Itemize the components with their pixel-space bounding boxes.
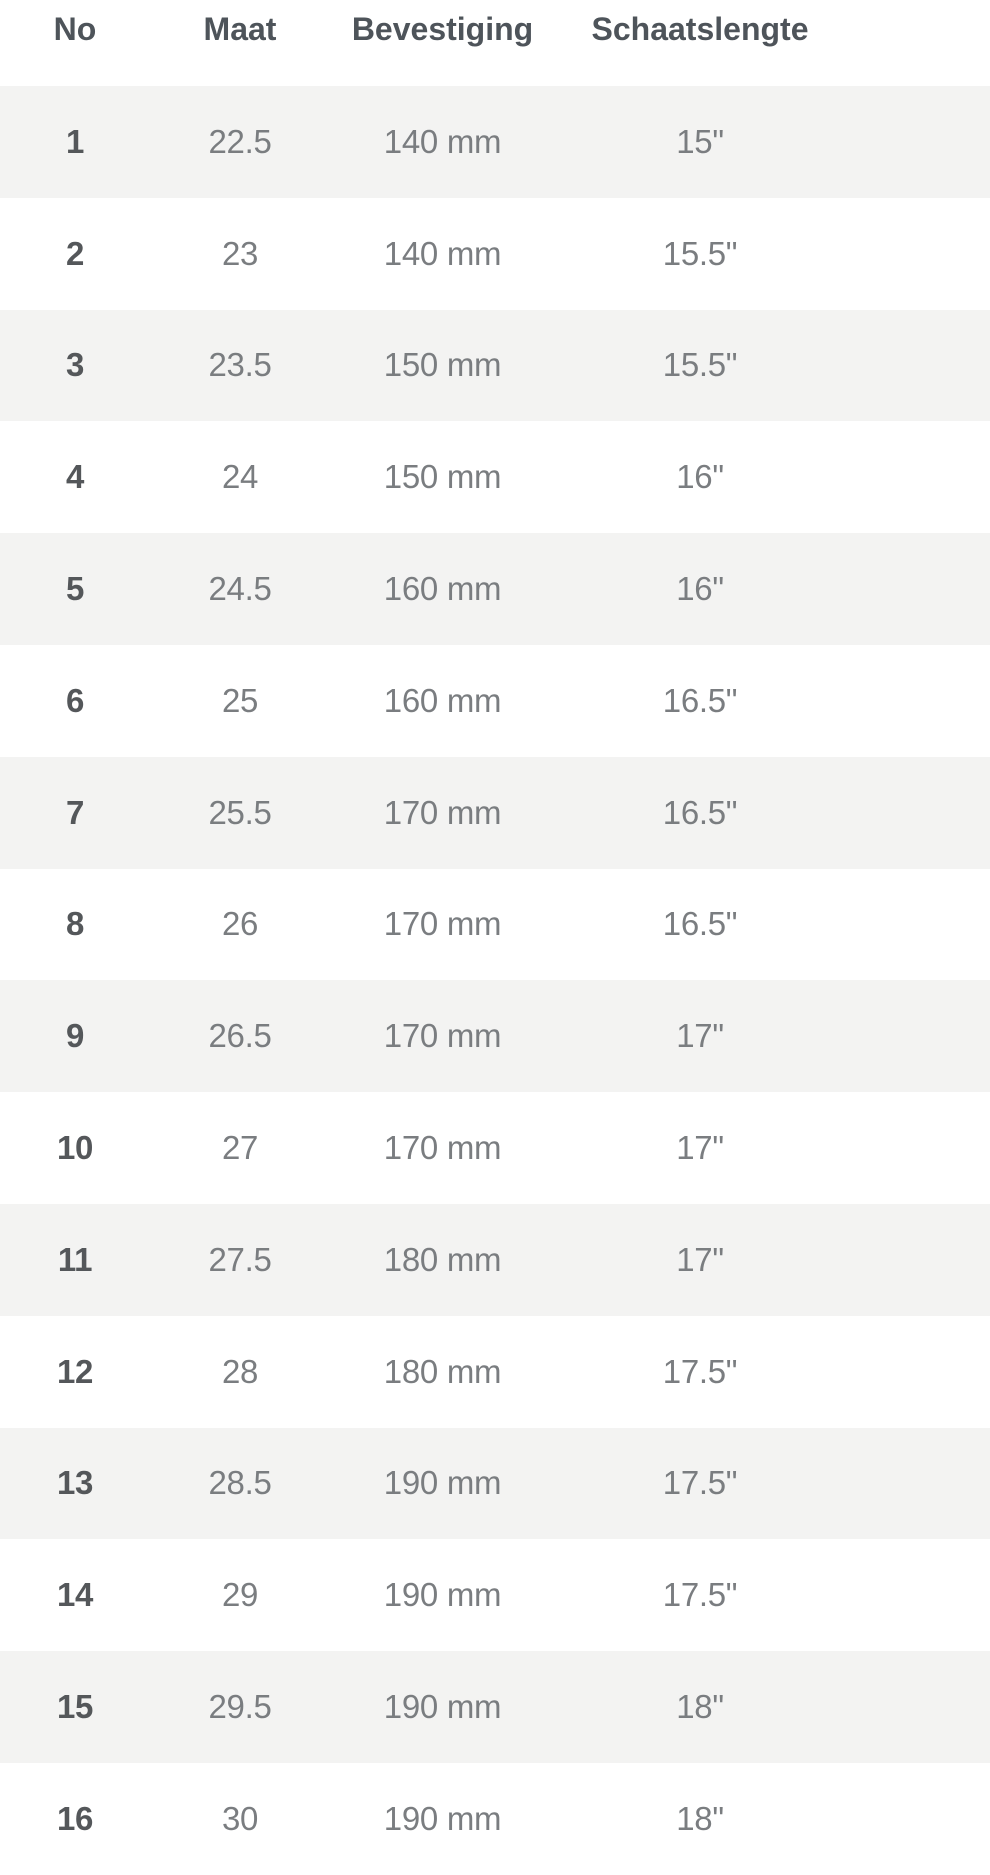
table-row: 2 23 140 mm 15.5" <box>0 197 990 310</box>
cell-no: 7 <box>65 793 85 831</box>
cell-bevestiging: 180 mm <box>383 1240 502 1278</box>
table-body: 1 22.5 140 mm 15" 2 23 140 mm 15.5" 3 23… <box>0 86 990 1875</box>
cell-bevestiging: 160 mm <box>383 570 502 608</box>
cell-bevestiging: 170 mm <box>383 1017 502 1055</box>
table-row: 10 27 170 mm 17" <box>0 1092 990 1204</box>
cell-schaatslengte: 15.5" <box>662 234 738 272</box>
cell-no: 6 <box>65 681 85 719</box>
cell-bevestiging: 150 mm <box>383 346 502 384</box>
column-header-bevestiging: Bevestiging <box>351 11 534 47</box>
cell-maat: 23.5 <box>208 346 272 384</box>
cell-bevestiging: 150 mm <box>383 458 502 496</box>
cell-no: 12 <box>56 1352 94 1390</box>
cell-schaatslengte: 17.5" <box>662 1576 738 1614</box>
cell-schaatslengte: 16.5" <box>662 681 738 719</box>
cell-no: 9 <box>65 1017 85 1055</box>
cell-no: 10 <box>56 1129 94 1167</box>
table-row: 16 30 190 mm 18" <box>0 1762 990 1875</box>
cell-bevestiging: 190 mm <box>383 1688 502 1726</box>
cell-schaatslengte: 17" <box>676 1129 724 1167</box>
cell-no: 5 <box>65 570 85 608</box>
cell-maat: 30 <box>221 1799 259 1837</box>
cell-no: 1 <box>65 122 85 160</box>
cell-schaatslengte: 16" <box>676 458 724 496</box>
cell-maat: 28.5 <box>208 1464 272 1502</box>
cell-no: 2 <box>65 234 85 272</box>
cell-no: 8 <box>65 905 85 943</box>
table-row: 5 24.5 160 mm 16" <box>0 533 990 645</box>
cell-bevestiging: 170 mm <box>383 905 502 943</box>
cell-schaatslengte: 17" <box>676 1017 724 1055</box>
cell-schaatslengte: 17.5" <box>662 1352 738 1390</box>
cell-maat: 22.5 <box>208 122 272 160</box>
table-row: 8 26 170 mm 16.5" <box>0 868 990 981</box>
cell-no: 3 <box>65 346 85 384</box>
cell-no: 16 <box>56 1799 94 1837</box>
cell-maat: 27.5 <box>208 1240 272 1278</box>
cell-maat: 28 <box>221 1352 259 1390</box>
table-row: 6 25 160 mm 16.5" <box>0 644 990 757</box>
cell-schaatslengte: 18" <box>676 1799 724 1837</box>
cell-no: 4 <box>65 458 85 496</box>
table-row: 14 29 190 mm 17.5" <box>0 1539 990 1652</box>
cell-bevestiging: 180 mm <box>383 1352 502 1390</box>
cell-maat: 24.5 <box>208 570 272 608</box>
cell-bevestiging: 190 mm <box>383 1799 502 1837</box>
cell-schaatslengte: 16.5" <box>662 793 738 831</box>
cell-schaatslengte: 17" <box>676 1240 724 1278</box>
table-row: 9 26.5 170 mm 17" <box>0 980 990 1093</box>
table-row: 12 28 180 mm 17.5" <box>0 1315 990 1428</box>
table-row: 4 24 150 mm 16" <box>0 421 990 534</box>
table-row: 13 28.5 190 mm 17.5" <box>0 1427 990 1540</box>
cell-bevestiging: 140 mm <box>383 122 502 160</box>
cell-maat: 25 <box>221 681 259 719</box>
cell-maat: 25.5 <box>208 793 272 831</box>
column-header-no: No <box>53 11 97 47</box>
cell-maat: 24 <box>221 458 259 496</box>
cell-maat: 29.5 <box>208 1688 272 1726</box>
cell-bevestiging: 190 mm <box>383 1576 502 1614</box>
table-header-row: No Maat Bevestiging Schaatslengte <box>0 0 990 86</box>
cell-maat: 26.5 <box>208 1017 272 1055</box>
cell-maat: 26 <box>221 905 259 943</box>
cell-no: 14 <box>56 1576 94 1614</box>
cell-no: 15 <box>56 1688 94 1726</box>
table-row: 15 29.5 190 mm 18" <box>0 1651 990 1763</box>
cell-maat: 23 <box>221 234 259 272</box>
column-header-maat: Maat <box>203 11 277 47</box>
cell-schaatslengte: 16.5" <box>662 905 738 943</box>
cell-bevestiging: 160 mm <box>383 681 502 719</box>
cell-bevestiging: 170 mm <box>383 1129 502 1167</box>
table-row: 7 25.5 170 mm 16.5" <box>0 756 990 869</box>
cell-bevestiging: 140 mm <box>383 234 502 272</box>
cell-maat: 27 <box>221 1129 259 1167</box>
table-row: 3 23.5 150 mm 15.5" <box>0 309 990 422</box>
cell-no: 13 <box>56 1464 94 1502</box>
cell-bevestiging: 190 mm <box>383 1464 502 1502</box>
table-row: 1 22.5 140 mm 15" <box>0 86 990 198</box>
column-header-schaatslengte: Schaatslengte <box>591 11 809 47</box>
cell-schaatslengte: 15.5" <box>662 346 738 384</box>
cell-schaatslengte: 18" <box>676 1688 724 1726</box>
cell-no: 11 <box>57 1240 93 1278</box>
cell-maat: 29 <box>221 1576 259 1614</box>
cell-schaatslengte: 17.5" <box>662 1464 738 1502</box>
cell-bevestiging: 170 mm <box>383 793 502 831</box>
table-row: 11 27.5 180 mm 17" <box>0 1203 990 1316</box>
cell-schaatslengte: 16" <box>676 570 724 608</box>
cell-schaatslengte: 15" <box>676 122 724 160</box>
